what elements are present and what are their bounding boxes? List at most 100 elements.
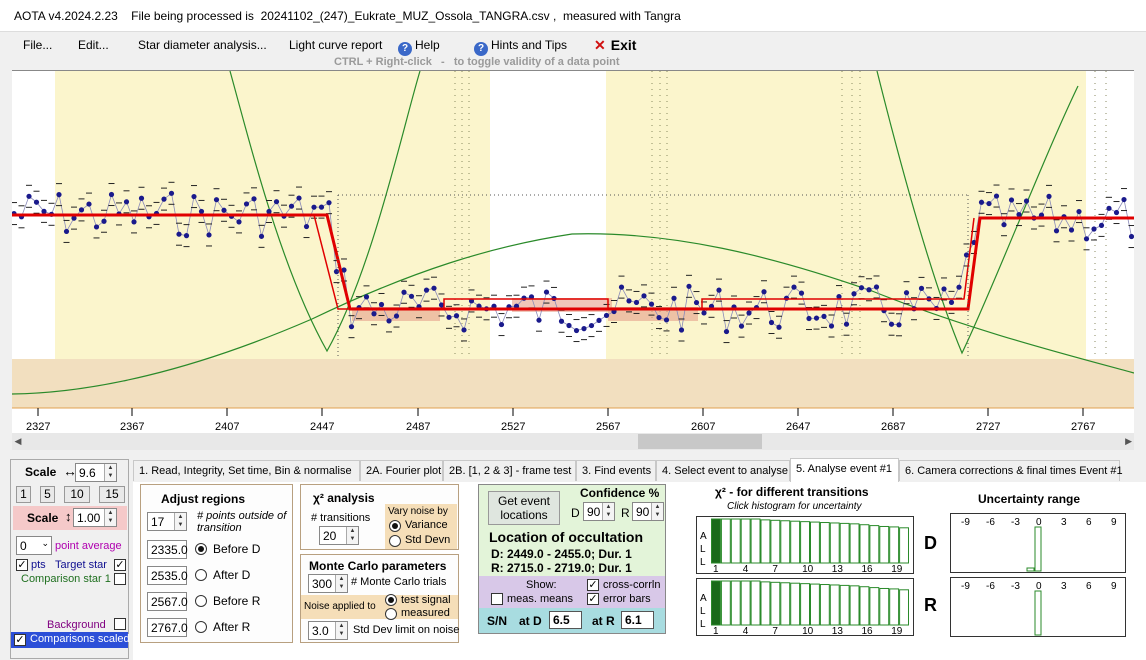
- tab-read-integrity[interactable]: 1. Read, Integrity, Set time, Bin & norm…: [133, 460, 360, 481]
- zoom-15-button[interactable]: 15: [99, 486, 125, 503]
- comparisons-scaled-row[interactable]: ✓ Comparisons scaled: [11, 632, 130, 648]
- data-point: [491, 303, 497, 309]
- data-point: [978, 199, 985, 205]
- spin-arrows-icon[interactable]: ▲ ▼: [335, 575, 347, 592]
- data-point: [56, 192, 62, 198]
- scrollbar-thumb[interactable]: [638, 434, 762, 449]
- hist-bar: [770, 519, 781, 564]
- help-icon: ?: [398, 42, 412, 56]
- spin-arrows-icon[interactable]: ▲ ▼: [335, 622, 347, 639]
- hist-bar: [810, 521, 820, 564]
- data-point: [191, 193, 197, 200]
- hist-label: 16: [862, 626, 874, 635]
- variance-label: Variance: [405, 519, 448, 531]
- pts-checkbox[interactable]: ✓: [16, 559, 28, 571]
- confidence-d-spinner[interactable]: 90 ▲ ▼: [583, 502, 615, 521]
- zoom-1-button[interactable]: 1: [16, 486, 31, 503]
- data-point: [581, 326, 587, 332]
- get-event-locations-button[interactable]: Get event locations: [488, 491, 560, 525]
- after-r-label: After R: [213, 620, 251, 634]
- after-r-value[interactable]: 2767.0: [147, 618, 188, 637]
- data-point: [498, 321, 505, 328]
- hist-label: 16: [862, 564, 874, 573]
- chi-hist-r[interactable]: A L L 1 4 7 10 13 16 19: [696, 578, 914, 637]
- spin-arrows-icon[interactable]: ▲ ▼: [104, 509, 116, 526]
- confidence-r-spinner[interactable]: 90 ▲ ▼: [632, 502, 664, 521]
- after-d-value[interactable]: 2535.0: [147, 566, 188, 585]
- hist-bar: [829, 522, 840, 564]
- tab-fourier[interactable]: 2A. Fourier plot: [360, 460, 443, 481]
- variance-radio[interactable]: [389, 520, 401, 532]
- zoom-10-button[interactable]: 10: [64, 486, 90, 503]
- plot-canvas[interactable]: 2327 2367 2407 2447 2487 2527 2567 2607 2647 2687…: [11, 70, 1135, 434]
- spin-arrows-icon[interactable]: ▲ ▼: [104, 464, 116, 481]
- scale-v-spinner[interactable]: 1.00 ▲ ▼: [73, 508, 117, 527]
- data-point: [1121, 196, 1127, 203]
- transitions-spinner[interactable]: 20 ▲ ▼: [319, 526, 359, 545]
- monte-carlo-group: Monte Carlo parameters 300 ▲ ▼ # Monte Car…: [300, 554, 459, 643]
- menu-hints[interactable]: ? Hints and Tips: [474, 38, 567, 56]
- tab-frame-test[interactable]: 2B. [1, 2 & 3] - frame test: [443, 460, 576, 481]
- sn-r-value: 6.1: [621, 611, 654, 629]
- std-devn-radio[interactable]: [389, 535, 401, 547]
- tab-select-event[interactable]: 4. Select event to analyse: [656, 460, 790, 481]
- after-r-radio[interactable]: [195, 621, 207, 633]
- menu-edit[interactable]: Edit...: [78, 38, 109, 52]
- data-point: [86, 201, 92, 207]
- chi-hist-d[interactable]: A L L 1 4 7 10 13 16 19: [696, 516, 914, 575]
- cross-corr-checkbox[interactable]: ✓: [587, 579, 599, 591]
- average-dropdown[interactable]: 0 ⌄: [16, 536, 52, 555]
- spin-arrows-icon[interactable]: ▲ ▼: [602, 503, 614, 520]
- after-d-radio[interactable]: [195, 569, 207, 581]
- before-r-value[interactable]: 2567.0: [147, 592, 188, 611]
- error-bars-checkbox[interactable]: ✓: [587, 593, 599, 605]
- data-point: [1001, 222, 1007, 228]
- scroll-right-icon[interactable]: ▶: [1125, 436, 1132, 446]
- std-limit-spinner[interactable]: 3.0 ▲ ▼: [308, 621, 348, 640]
- test-signal-radio[interactable]: [385, 594, 397, 606]
- before-r-radio[interactable]: [195, 595, 207, 607]
- hist-bar: [859, 524, 870, 564]
- data-point: [806, 315, 812, 322]
- tab-analyse-event[interactable]: 5. Analyse event #1: [790, 458, 899, 482]
- data-point: [828, 323, 835, 329]
- comparison-star-checkbox[interactable]: [114, 573, 126, 585]
- data-point: [461, 327, 467, 333]
- tab-find-events[interactable]: 3. Find events: [576, 460, 656, 481]
- data-point: [206, 232, 212, 238]
- data-point: [363, 294, 370, 300]
- menu-light-curve-report[interactable]: Light curve report: [289, 38, 383, 52]
- measured-radio[interactable]: [385, 608, 397, 620]
- light-curve-plot[interactable]: 2327 2367 2407 2447 2487 2527 2567 2607 2647 2687…: [11, 70, 1135, 434]
- data-point: [423, 287, 430, 293]
- menu-help[interactable]: ? Help: [398, 38, 440, 56]
- menu-file[interactable]: File...: [23, 38, 53, 52]
- points-outside-spinner[interactable]: 17 ▲ ▼: [147, 512, 187, 531]
- spin-arrows-icon[interactable]: ▲ ▼: [651, 503, 663, 520]
- background-checkbox[interactable]: [114, 618, 126, 630]
- target-star-checkbox[interactable]: ✓: [114, 559, 126, 571]
- data-point: [303, 223, 310, 230]
- before-d-radio[interactable]: [195, 543, 207, 555]
- data-point: [341, 267, 347, 273]
- lower-band: [12, 359, 1134, 408]
- spin-arrows-icon[interactable]: ▲ ▼: [174, 513, 186, 530]
- meas-means-checkbox[interactable]: [491, 593, 503, 605]
- uncertainty-tick: 6: [1086, 581, 1092, 592]
- data-point: [588, 322, 595, 329]
- menu-star-diameter[interactable]: Star diameter analysis...: [138, 38, 267, 52]
- zoom-5-button[interactable]: 5: [40, 486, 55, 503]
- spin-arrows-icon[interactable]: ▲ ▼: [346, 527, 358, 544]
- comparisons-scaled-checkbox[interactable]: ✓: [14, 634, 26, 646]
- before-d-value[interactable]: 2335.0: [147, 540, 188, 559]
- scale-h-spinner[interactable]: 9.6 ▲ ▼: [75, 463, 117, 482]
- tab-camera-corrections[interactable]: 6. Camera corrections & final times Even…: [899, 460, 1123, 481]
- data-point: [1023, 198, 1030, 204]
- sn-row: S/N at D 6.5 at R 6.1: [479, 608, 665, 633]
- scroll-left-icon[interactable]: ◀: [14, 436, 22, 446]
- plot-scrollbar[interactable]: ◀ ▶: [12, 433, 1134, 450]
- menu-exit[interactable]: ✕ Exit: [594, 37, 636, 54]
- trials-spinner[interactable]: 300 ▲ ▼: [308, 574, 348, 593]
